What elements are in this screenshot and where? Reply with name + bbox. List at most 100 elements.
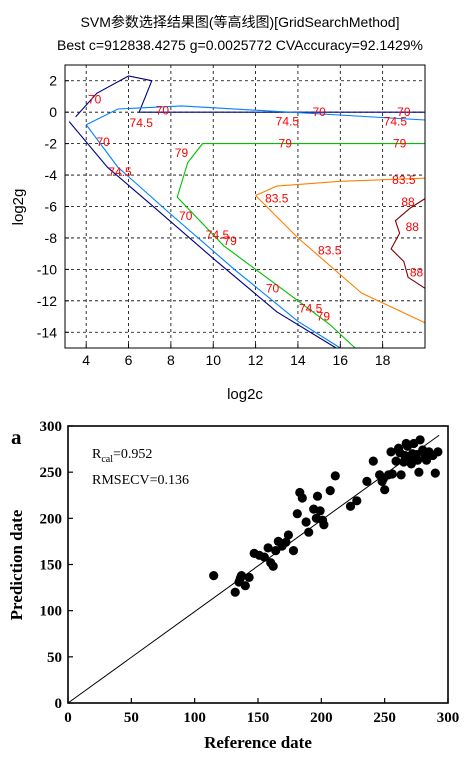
scatter-point — [297, 493, 307, 503]
contour-level-label: 70 — [88, 93, 102, 107]
scatter-point — [362, 476, 372, 486]
scatter-y-tick-label: 300 — [40, 419, 63, 435]
contour-x-tick-label: 14 — [290, 352, 306, 368]
contour-level-label: 79 — [393, 137, 407, 151]
scatter-point — [283, 530, 293, 540]
contour-level-label: 70 — [266, 281, 280, 295]
contour-y-tick-label: -2 — [45, 136, 58, 152]
scatter-y-axis-label: Prediction date — [7, 509, 26, 620]
contour-level-label: 79 — [175, 146, 189, 160]
scatter-point — [325, 486, 335, 496]
contour-line-74.5 — [85, 124, 341, 349]
fit-line — [67, 434, 440, 704]
scatter-point — [281, 537, 291, 547]
scatter-point — [387, 469, 397, 479]
contour-y-ticks: 2 0 -2 -4 -6 -8 -10 -12 -14 — [37, 73, 69, 340]
scatter-point — [268, 561, 278, 571]
scatter-point — [230, 587, 240, 597]
contour-line-79 — [176, 143, 425, 198]
contour-line-70 — [75, 75, 425, 118]
contour-level-label: 74.5 — [276, 115, 300, 129]
contour-y-tick-label: -12 — [37, 293, 57, 309]
scatter-x-axis-label: Reference date — [204, 733, 312, 752]
scatter-point — [240, 581, 250, 591]
scatter-point — [263, 543, 273, 553]
contour-level-label: 74.5 — [130, 116, 154, 130]
scatter-x-tick-label: 300 — [437, 710, 460, 726]
contour-level-label: 83.5 — [392, 173, 416, 187]
scatter-point — [235, 573, 245, 584]
contour-level-label: 83.5 — [318, 244, 342, 258]
contour-x-tick-label: 6 — [125, 352, 133, 368]
contour-level-label: 70 — [156, 104, 170, 118]
scatter-points — [209, 435, 443, 597]
scatter-x-tick-label: 50 — [124, 710, 139, 726]
contour-line-79 — [176, 196, 356, 349]
scatter-point — [292, 509, 302, 519]
scatter-point — [396, 470, 406, 480]
contour-line-83.5 — [255, 195, 426, 324]
contour-level-label: 88 — [401, 195, 415, 209]
scatter-point — [312, 491, 323, 501]
scatter-point — [345, 501, 356, 511]
contour-chart: SVM参数选择结果图(等高线图)[GridSearchMethod] Best … — [10, 14, 426, 403]
contour-level-label: 79 — [317, 310, 331, 324]
scatter-point — [319, 520, 329, 530]
scatter-x-tick-label: 100 — [183, 710, 206, 726]
scatter-y-ticks: 0 50 100 150 200 250 300 — [40, 419, 73, 712]
scatter-point — [415, 435, 425, 445]
scatter-point — [430, 468, 440, 478]
contour-x-tick-label: 4 — [82, 352, 90, 368]
scatter-x-tick-label: 200 — [310, 710, 333, 726]
contour-level-label: 83.5 — [265, 192, 289, 206]
scatter-point — [330, 471, 340, 481]
scatter-point — [414, 467, 424, 477]
contour-level-label: 74.5 — [384, 115, 408, 129]
contour-y-tick-label: 0 — [49, 104, 57, 120]
contour-y-tick-label: -8 — [45, 230, 58, 246]
annotation-rmsecv: RMSECV=0.136 — [92, 473, 189, 488]
scatter-point — [413, 455, 423, 465]
contour-line-74.5 — [85, 105, 426, 126]
contour-level-label: 88 — [410, 266, 424, 280]
contour-x-tick-label: 16 — [333, 352, 349, 368]
contour-level-label: 70 — [312, 105, 326, 119]
contour-x-axis-label: log2c — [227, 386, 263, 403]
contour-line-70 — [68, 121, 337, 349]
panel-label: a — [11, 425, 22, 449]
scatter-chart: a Rcal=0.952 RMSECV=0.136 0 50 100 150 200 25… — [7, 419, 459, 752]
scatter-point — [421, 455, 432, 465]
annotation-rcal-sub: cal — [101, 454, 113, 465]
contour-line-83.5 — [255, 177, 426, 197]
contour-level-label: 70 — [96, 135, 110, 149]
contour-level-label: 79 — [223, 234, 237, 248]
scatter-point — [352, 496, 362, 506]
annotation-rcal: Rcal=0.952 — [92, 447, 152, 465]
contour-title: SVM参数选择结果图(等高线图)[GridSearchMethod] — [81, 14, 400, 30]
contour-level-label: 74.5 — [108, 165, 132, 179]
contour-level-label: 74.5 — [206, 228, 230, 242]
scatter-point — [315, 506, 325, 516]
scatter-x-tick-label: 250 — [373, 710, 396, 726]
contour-x-tick-label: 8 — [167, 352, 175, 368]
scatter-x-ticks: 0 50 100 150 200 250 300 — [64, 698, 459, 726]
scatter-point — [368, 456, 378, 466]
contour-line-88 — [390, 198, 426, 289]
contour-level-label: 70 — [397, 105, 411, 119]
contour-x-ticks: 4 6 8 10 12 14 16 18 — [82, 344, 391, 368]
scatter-point — [288, 546, 299, 556]
scatter-point — [401, 438, 411, 449]
contour-gridlines — [65, 65, 425, 348]
scatter-point — [304, 527, 314, 537]
scatter-point — [386, 447, 396, 457]
scatter-y-tick-label: 0 — [55, 696, 63, 712]
annotation-rcal-main: R — [92, 447, 102, 462]
contour-level-label: 88 — [406, 220, 420, 234]
scatter-y-tick-label: 100 — [40, 604, 63, 620]
scatter-y-tick-label: 50 — [47, 650, 62, 666]
scatter-point — [380, 485, 390, 495]
scatter-y-tick-label: 200 — [40, 511, 63, 527]
contour-y-axis-label: log2g — [10, 189, 27, 226]
